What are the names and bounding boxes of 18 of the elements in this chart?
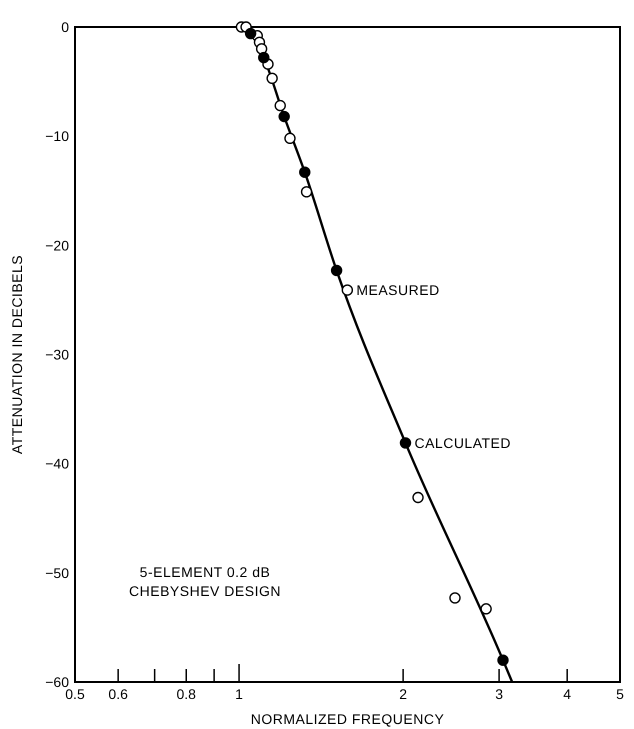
y-tick-label: 0 <box>61 19 70 35</box>
x-tick-label: 3 <box>495 686 504 702</box>
y-tick-label: −10 <box>45 128 70 144</box>
y-tick-label: −20 <box>45 237 70 254</box>
x-tick-label: 5 <box>616 686 624 702</box>
x-tick-label: 1 <box>235 686 244 702</box>
annotation: MEASURED <box>356 282 440 298</box>
x-tick-label: 2 <box>399 686 408 702</box>
annotation: CALCULATED <box>414 434 512 451</box>
x-tick-label: 4 <box>563 686 572 702</box>
y-tick-label: −40 <box>45 456 70 472</box>
y-axis-title: ATTENUATION IN DECIBELS <box>9 254 25 454</box>
x-tick-label: 0.8 <box>176 686 196 702</box>
x-tick-label: 0.6 <box>108 686 128 702</box>
x-axis-title: NORMALIZED FREQUENCY <box>250 711 444 727</box>
y-tick-label: −30 <box>45 346 70 362</box>
annotation: 5-ELEMENT 0.2 dB CHEBYSHEV DESIGN <box>129 564 281 599</box>
y-tick-label: −50 <box>45 564 70 581</box>
